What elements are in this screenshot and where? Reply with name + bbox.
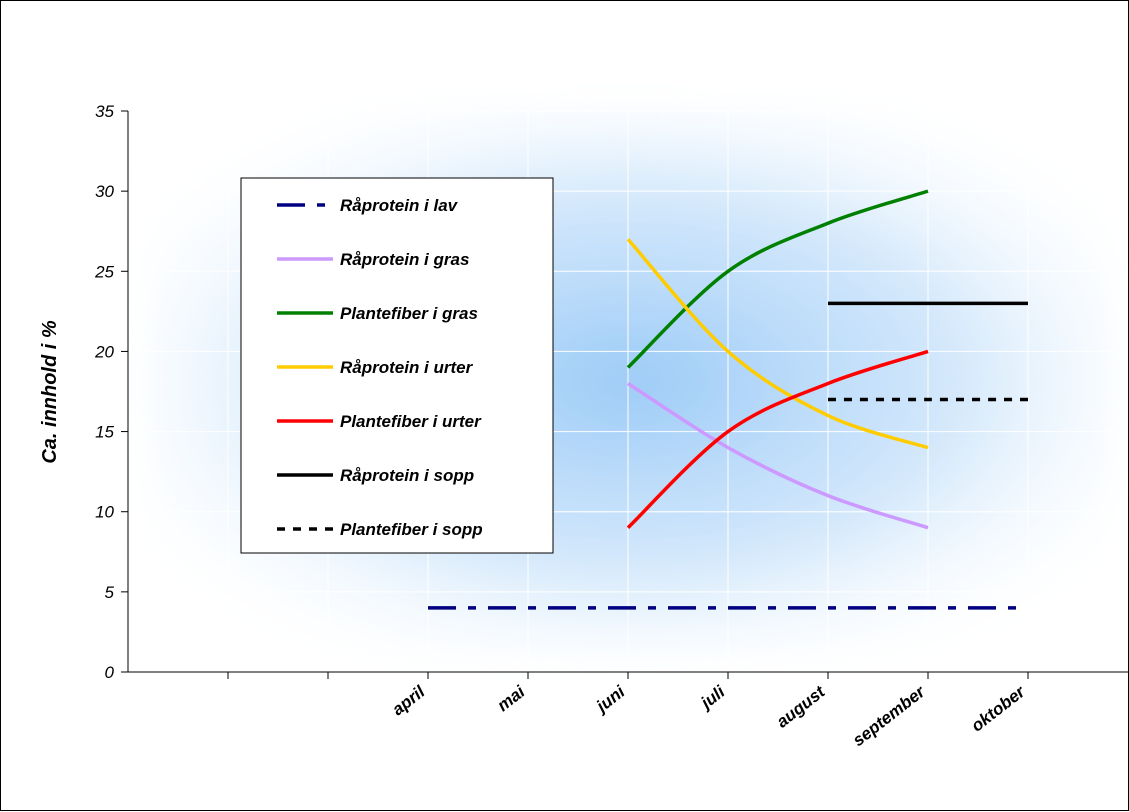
series-line-3 — [626, 189, 929, 369]
x-tick-label: juni — [591, 681, 629, 717]
y-tick-label: 35 — [95, 102, 114, 121]
y-tick-label: 5 — [105, 583, 115, 602]
x-tick-label: september — [849, 681, 930, 750]
x-tick-label: oktober — [968, 681, 1030, 735]
x-tick-label: august — [773, 681, 830, 731]
legend-label: Råprotein i sopp — [340, 466, 474, 485]
y-tick-label: 20 — [94, 342, 114, 361]
x-axis-ticks: april mai juni juli august september oktober — [227, 672, 1030, 750]
legend-label: Plantefiber i urter — [340, 412, 482, 431]
y-tick-label: 30 — [95, 182, 114, 201]
y-axis-ticks: 0 5 10 15 20 25 30 35 — [94, 102, 128, 682]
legend-label: Plantefiber i sopp — [340, 520, 483, 539]
y-tick-label: 0 — [105, 663, 115, 682]
series-line-5 — [626, 349, 929, 530]
x-tick-label: juli — [696, 681, 730, 713]
series-lines — [428, 189, 1028, 610]
y-axis-label: Ca. innhold i % — [39, 320, 61, 464]
legend: Råprotein i lav Råprotein i gras Plantefib… — [240, 177, 554, 554]
series-line-2 — [627, 382, 929, 530]
series-line-4 — [626, 238, 929, 450]
legend-label: Råprotein i lav — [340, 196, 459, 215]
y-tick-label: 25 — [94, 262, 114, 281]
legend-label: Plantefiber i gras — [340, 304, 478, 323]
x-tick-label: april — [388, 681, 429, 719]
y-tick-label: 10 — [95, 503, 114, 522]
y-tick-label: 15 — [95, 423, 114, 442]
legend-label: Råprotein i urter — [340, 358, 474, 377]
legend-label: Råprotein i gras — [340, 250, 469, 269]
x-tick-label: mai — [494, 681, 530, 715]
